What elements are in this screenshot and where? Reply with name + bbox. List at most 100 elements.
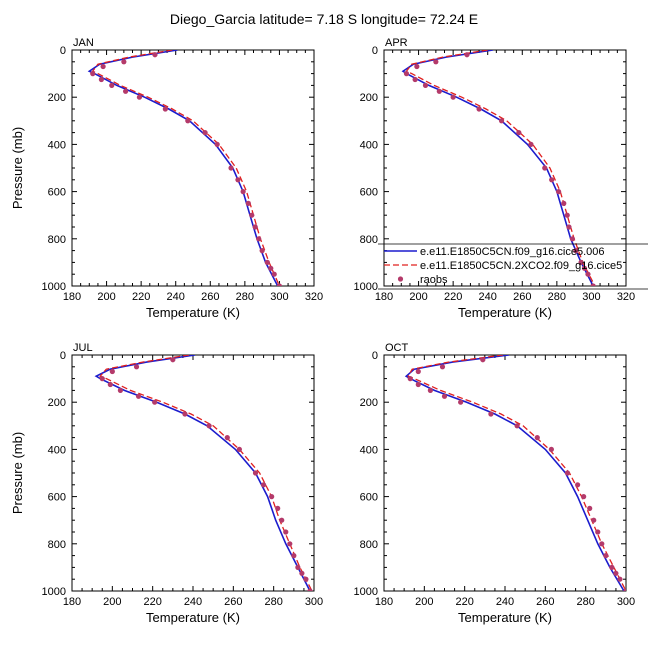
y-tick-label: 800 bbox=[48, 234, 66, 246]
raobs-point bbox=[162, 106, 168, 112]
raobs-point bbox=[599, 541, 605, 547]
plot-frame bbox=[71, 354, 315, 592]
x-tick-label: 280 bbox=[264, 596, 282, 608]
y-tick-label: 0 bbox=[372, 45, 378, 57]
raobs-point bbox=[291, 553, 297, 559]
raobs-point bbox=[585, 271, 591, 277]
x-tick-label: 220 bbox=[143, 596, 161, 608]
plot-data bbox=[401, 50, 596, 286]
panel-label: APR bbox=[385, 37, 408, 49]
raobs-point bbox=[436, 88, 442, 94]
raobs-point bbox=[514, 423, 520, 429]
raobs-point bbox=[412, 76, 418, 83]
x-tick-label: 300 bbox=[305, 596, 323, 608]
y-tick-label: 400 bbox=[48, 444, 66, 456]
raobs-point bbox=[287, 541, 293, 547]
y-tick-label: 400 bbox=[360, 139, 378, 151]
y-tick-label: 800 bbox=[360, 539, 378, 551]
raobs-point bbox=[433, 59, 439, 65]
y-axis-title: Pressure (mb) bbox=[10, 127, 25, 209]
raobs-point bbox=[256, 236, 262, 242]
raobs-point bbox=[100, 63, 106, 70]
raobs-point bbox=[206, 423, 212, 429]
raobs-point bbox=[415, 381, 421, 388]
raobs-point bbox=[99, 376, 105, 382]
x-tick-label: 260 bbox=[201, 291, 219, 303]
raobs-point bbox=[249, 212, 255, 218]
x-tick-label: 220 bbox=[132, 291, 150, 303]
x-tick-label: 280 bbox=[236, 291, 254, 303]
x-tick-label: 200 bbox=[415, 596, 433, 608]
legend-entry: e.e11.E1850C5CN.f09_g16.cice5.006 bbox=[420, 246, 605, 258]
x-tick-label: 200 bbox=[103, 596, 121, 608]
panel-label: JAN bbox=[73, 37, 94, 49]
plot-frame bbox=[383, 354, 627, 592]
x-tick-label: 260 bbox=[513, 291, 531, 303]
panel-jul: 180 200 220 240 260 280 300 0 200 400 600 800 1000 Te… bbox=[10, 342, 323, 625]
y-tick-label: 800 bbox=[48, 539, 66, 551]
raobs-point bbox=[135, 393, 142, 399]
raobs-point bbox=[202, 130, 208, 136]
raobs-point bbox=[117, 387, 123, 393]
raobs-point bbox=[573, 248, 579, 254]
raobs-point bbox=[185, 118, 191, 124]
raobs-point bbox=[422, 82, 429, 88]
raobs-point bbox=[591, 517, 597, 523]
raobs-point bbox=[458, 399, 464, 405]
x-tick-label: 280 bbox=[576, 596, 594, 608]
raobs-point bbox=[224, 435, 230, 441]
raobs-point bbox=[245, 200, 251, 206]
raobs-point bbox=[122, 88, 129, 94]
raobs-point bbox=[235, 177, 241, 183]
y-tick-label: 600 bbox=[48, 492, 66, 504]
plot-data bbox=[404, 355, 626, 591]
x-tick-label: 300 bbox=[582, 291, 600, 303]
x-tick-label: 200 bbox=[409, 291, 427, 303]
x-tick-label: 220 bbox=[455, 596, 473, 608]
series-line-2xco2 bbox=[91, 50, 280, 286]
raobs-point bbox=[403, 71, 410, 77]
panel-label: JUL bbox=[73, 342, 93, 354]
y-tick-label: 200 bbox=[360, 92, 378, 104]
x-tick-label: 180 bbox=[375, 291, 393, 303]
raobs-point bbox=[534, 435, 540, 441]
x-tick-label: 300 bbox=[617, 596, 635, 608]
raobs-point bbox=[170, 357, 176, 363]
panel-oct: 180 200 220 240 260 280 300 0 200 400 600 800 1000 Te… bbox=[354, 342, 636, 625]
x-tick-label: 180 bbox=[63, 596, 81, 608]
y-tick-label: 600 bbox=[48, 187, 66, 199]
raobs-point bbox=[236, 446, 242, 452]
x-tick-label: 180 bbox=[375, 596, 393, 608]
raobs-point bbox=[407, 376, 413, 382]
raobs-point bbox=[439, 364, 446, 370]
raobs-point bbox=[464, 52, 470, 58]
x-tick-label: 320 bbox=[617, 291, 635, 303]
raobs-point bbox=[578, 259, 584, 265]
x-tick-label: 200 bbox=[97, 291, 115, 303]
y-tick-label: 200 bbox=[48, 92, 66, 104]
raobs-point bbox=[228, 165, 234, 171]
raobs-point bbox=[581, 494, 587, 500]
raobs-point bbox=[427, 387, 433, 393]
x-tick-label: 180 bbox=[63, 291, 81, 303]
x-tick-label: 320 bbox=[305, 291, 323, 303]
raobs-point bbox=[90, 71, 96, 77]
raobs-point bbox=[107, 381, 113, 388]
raobs-point bbox=[549, 177, 555, 183]
raobs-point bbox=[569, 236, 576, 242]
legend: e.e11.E1850C5CN.f09_g16.cice5.006 e.e11.E… bbox=[378, 243, 648, 290]
raobs-point bbox=[587, 505, 593, 511]
raobs-point bbox=[98, 76, 104, 83]
raobs-point bbox=[133, 364, 140, 370]
x-tick-label: 220 bbox=[444, 291, 462, 303]
panel-label: OCT bbox=[385, 342, 409, 354]
panel-apr: 180 200 220 240 260 280 300 320 0 200 400 600 800 100… bbox=[354, 37, 648, 320]
raobs-point bbox=[259, 248, 265, 254]
panel-jan: 180 200 220 240 260 280 300 320 0 200 400 600 800 100… bbox=[10, 37, 323, 320]
series-line-model bbox=[87, 50, 279, 286]
y-tick-label: 400 bbox=[48, 139, 66, 151]
series-line-2xco2 bbox=[99, 355, 313, 591]
raobs-point bbox=[152, 399, 158, 405]
y-tick-label: 1000 bbox=[42, 586, 66, 598]
